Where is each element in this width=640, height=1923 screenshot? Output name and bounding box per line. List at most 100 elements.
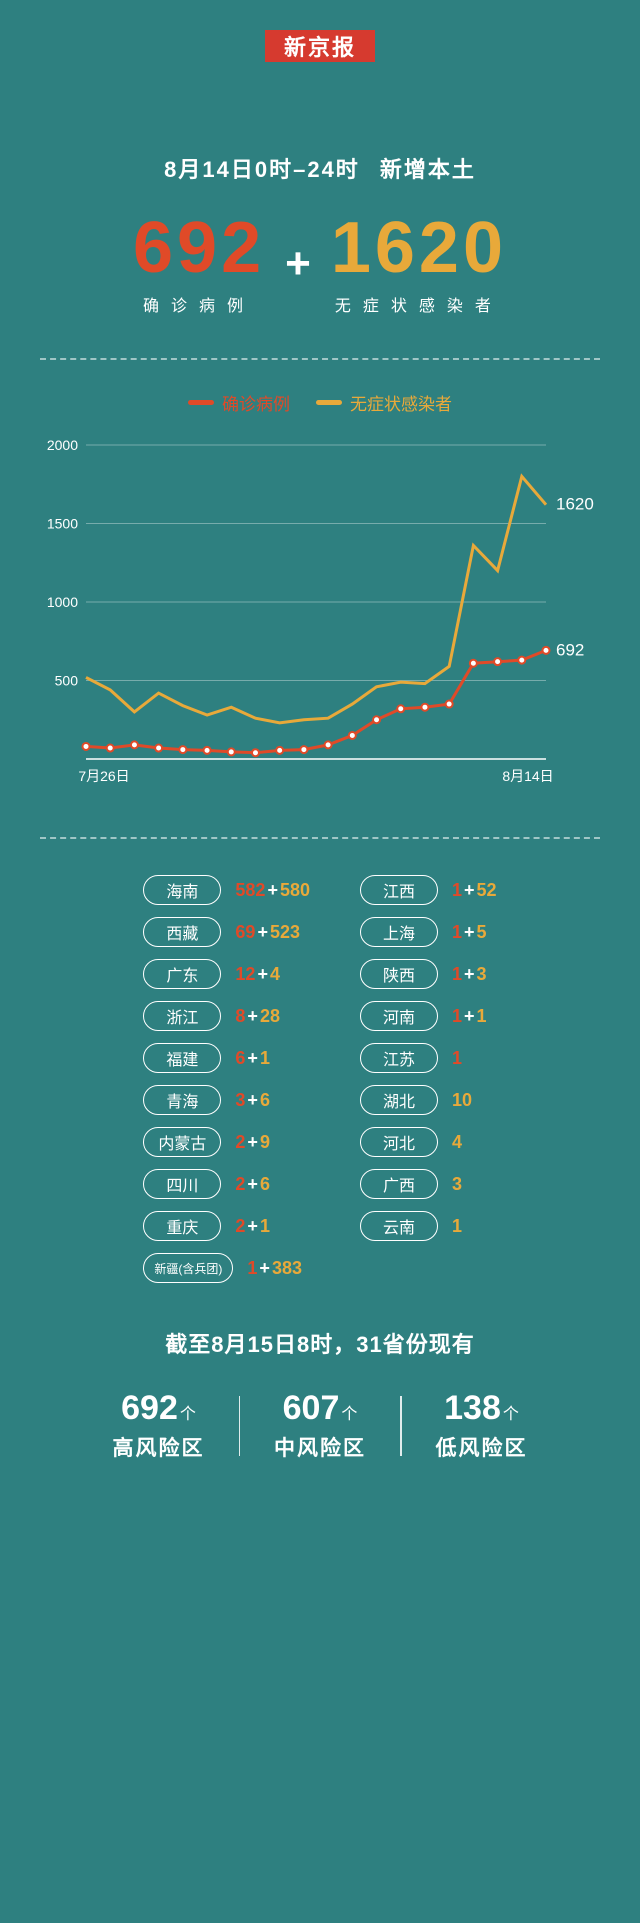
- legend-asymptomatic: 无症状感染者: [316, 390, 452, 415]
- low-risk-value: 138: [444, 1389, 501, 1428]
- province-values: 1+3: [452, 964, 487, 985]
- confirmed-label: 确诊病例: [133, 292, 265, 316]
- logo-text: 新京报: [284, 30, 356, 62]
- risk-zones-row: 692个 高风险区 607个 中风险区 138个 低风险区: [0, 1389, 640, 1462]
- high-risk-value: 692: [121, 1389, 178, 1428]
- province-row: 四川 2+6: [143, 1169, 310, 1199]
- unit: 个: [180, 1406, 196, 1423]
- low-risk-block: 138个 低风险区: [402, 1389, 562, 1462]
- province-values: 2+6: [235, 1174, 270, 1195]
- province-pill: 广东: [143, 959, 221, 989]
- province-values: 582+580: [235, 880, 310, 901]
- chart-svg: 5001000150020007月26日8月14日1620692: [40, 435, 600, 795]
- medium-risk-value: 607: [283, 1389, 340, 1428]
- medium-risk-label: 中风险区: [274, 1432, 366, 1462]
- province-pill: 四川: [143, 1169, 221, 1199]
- province-values: 1+383: [247, 1258, 302, 1279]
- chart-legend: 确诊病例 无症状感染者: [0, 390, 640, 415]
- province-values: 1+52: [452, 880, 497, 901]
- province-values: 1+5: [452, 922, 487, 943]
- province-row: 新疆(含兵团) 1+383: [143, 1253, 310, 1283]
- province-values: 2+1: [235, 1216, 270, 1237]
- province-values: 12+4: [235, 964, 280, 985]
- header-line: 8月14日0时–24时新增本土: [0, 152, 640, 184]
- province-pill: 重庆: [143, 1211, 221, 1241]
- province-row: 陕西 1+3: [360, 959, 497, 989]
- province-pill: 福建: [143, 1043, 221, 1073]
- province-row: 广西 3: [360, 1169, 497, 1199]
- high-risk-block: 692个 高风险区: [79, 1389, 239, 1462]
- asymptomatic-block: 1620 无症状感染者: [331, 212, 507, 316]
- province-row: 江西 1+52: [360, 875, 497, 905]
- province-row: 湖北 10: [360, 1085, 497, 1115]
- plus-sign: +: [285, 239, 311, 289]
- svg-text:1620: 1620: [556, 495, 594, 514]
- province-pill: 河北: [360, 1127, 438, 1157]
- header-date: 8月14日0时–24时: [164, 157, 360, 182]
- low-risk-label: 低风险区: [436, 1432, 528, 1462]
- province-values: 3+6: [235, 1090, 270, 1111]
- province-pill: 上海: [360, 917, 438, 947]
- province-pill: 内蒙古: [143, 1127, 221, 1157]
- provinces-col-left: 海南 582+580 西藏 69+523 广东 12+4 浙江 8+28 福建 6+1 青海 3+6 内…: [143, 875, 310, 1283]
- province-pill: 江苏: [360, 1043, 438, 1073]
- province-row: 海南 582+580: [143, 875, 310, 905]
- svg-text:2000: 2000: [47, 437, 78, 453]
- legend-confirmed: 确诊病例: [188, 390, 290, 415]
- svg-text:8月14日: 8月14日: [502, 768, 553, 784]
- province-values: 4: [452, 1132, 462, 1153]
- legend-swatch-yellow: [316, 400, 342, 405]
- province-pill: 浙江: [143, 1001, 221, 1031]
- province-values: 2+9: [235, 1132, 270, 1153]
- divider-2: [40, 837, 600, 839]
- province-values: 10: [452, 1090, 472, 1111]
- footer-title: 截至8月15日8时，31省份现有: [0, 1327, 640, 1359]
- province-values: 69+523: [235, 922, 300, 943]
- province-pill: 江西: [360, 875, 438, 905]
- asymptomatic-value: 1620: [331, 212, 507, 284]
- svg-text:500: 500: [55, 673, 79, 689]
- province-row: 内蒙古 2+9: [143, 1127, 310, 1157]
- province-pill: 西藏: [143, 917, 221, 947]
- medium-risk-block: 607个 中风险区: [240, 1389, 400, 1462]
- province-row: 西藏 69+523: [143, 917, 310, 947]
- province-row: 云南1: [360, 1211, 497, 1241]
- asymptomatic-label: 无症状感染者: [331, 292, 507, 316]
- media-logo: 新京报: [265, 30, 375, 62]
- province-row: 福建 6+1: [143, 1043, 310, 1073]
- header-suffix: 新增本土: [380, 157, 476, 182]
- province-values: 3: [452, 1174, 462, 1195]
- provinces-col-right: 江西 1+52 上海 1+5 陕西 1+3 河南1+1 江苏 1 湖北 10 河北 4 广西 3 云南1: [360, 875, 497, 1283]
- provinces-table: 海南 582+580 西藏 69+523 广东 12+4 浙江 8+28 福建 6+1 青海 3+6 内…: [0, 875, 640, 1283]
- province-row: 江苏 1: [360, 1043, 497, 1073]
- province-row: 河南1+1: [360, 1001, 497, 1031]
- confirmed-block: 692 确诊病例: [133, 212, 265, 316]
- province-row: 青海 3+6: [143, 1085, 310, 1115]
- divider: [40, 358, 600, 360]
- svg-text:1000: 1000: [47, 594, 78, 610]
- province-row: 上海 1+5: [360, 917, 497, 947]
- province-row: 广东 12+4: [143, 959, 310, 989]
- province-pill: 新疆(含兵团): [143, 1253, 233, 1283]
- province-values: 8+28: [235, 1006, 280, 1027]
- province-values: 1: [452, 1048, 462, 1069]
- province-pill: 湖北: [360, 1085, 438, 1115]
- legend-swatch-red: [188, 400, 214, 405]
- unit: 个: [341, 1406, 357, 1423]
- headline-numbers: 692 确诊病例 + 1620 无症状感染者: [0, 212, 640, 316]
- province-values: 1+1: [452, 1006, 487, 1027]
- province-row: 重庆 2+1: [143, 1211, 310, 1241]
- svg-text:1500: 1500: [47, 516, 78, 532]
- province-pill: 青海: [143, 1085, 221, 1115]
- legend-label-asymptomatic: 无症状感染者: [350, 390, 452, 415]
- svg-text:692: 692: [556, 640, 584, 659]
- line-chart: 5001000150020007月26日8月14日1620692: [40, 435, 600, 795]
- province-values: 1: [452, 1216, 462, 1237]
- confirmed-value: 692: [133, 212, 265, 284]
- province-pill: 广西: [360, 1169, 438, 1199]
- legend-label-confirmed: 确诊病例: [222, 390, 290, 415]
- province-pill: 陕西: [360, 959, 438, 989]
- province-row: 河北 4: [360, 1127, 497, 1157]
- province-pill: 海南: [143, 875, 221, 905]
- province-values: 6+1: [235, 1048, 270, 1069]
